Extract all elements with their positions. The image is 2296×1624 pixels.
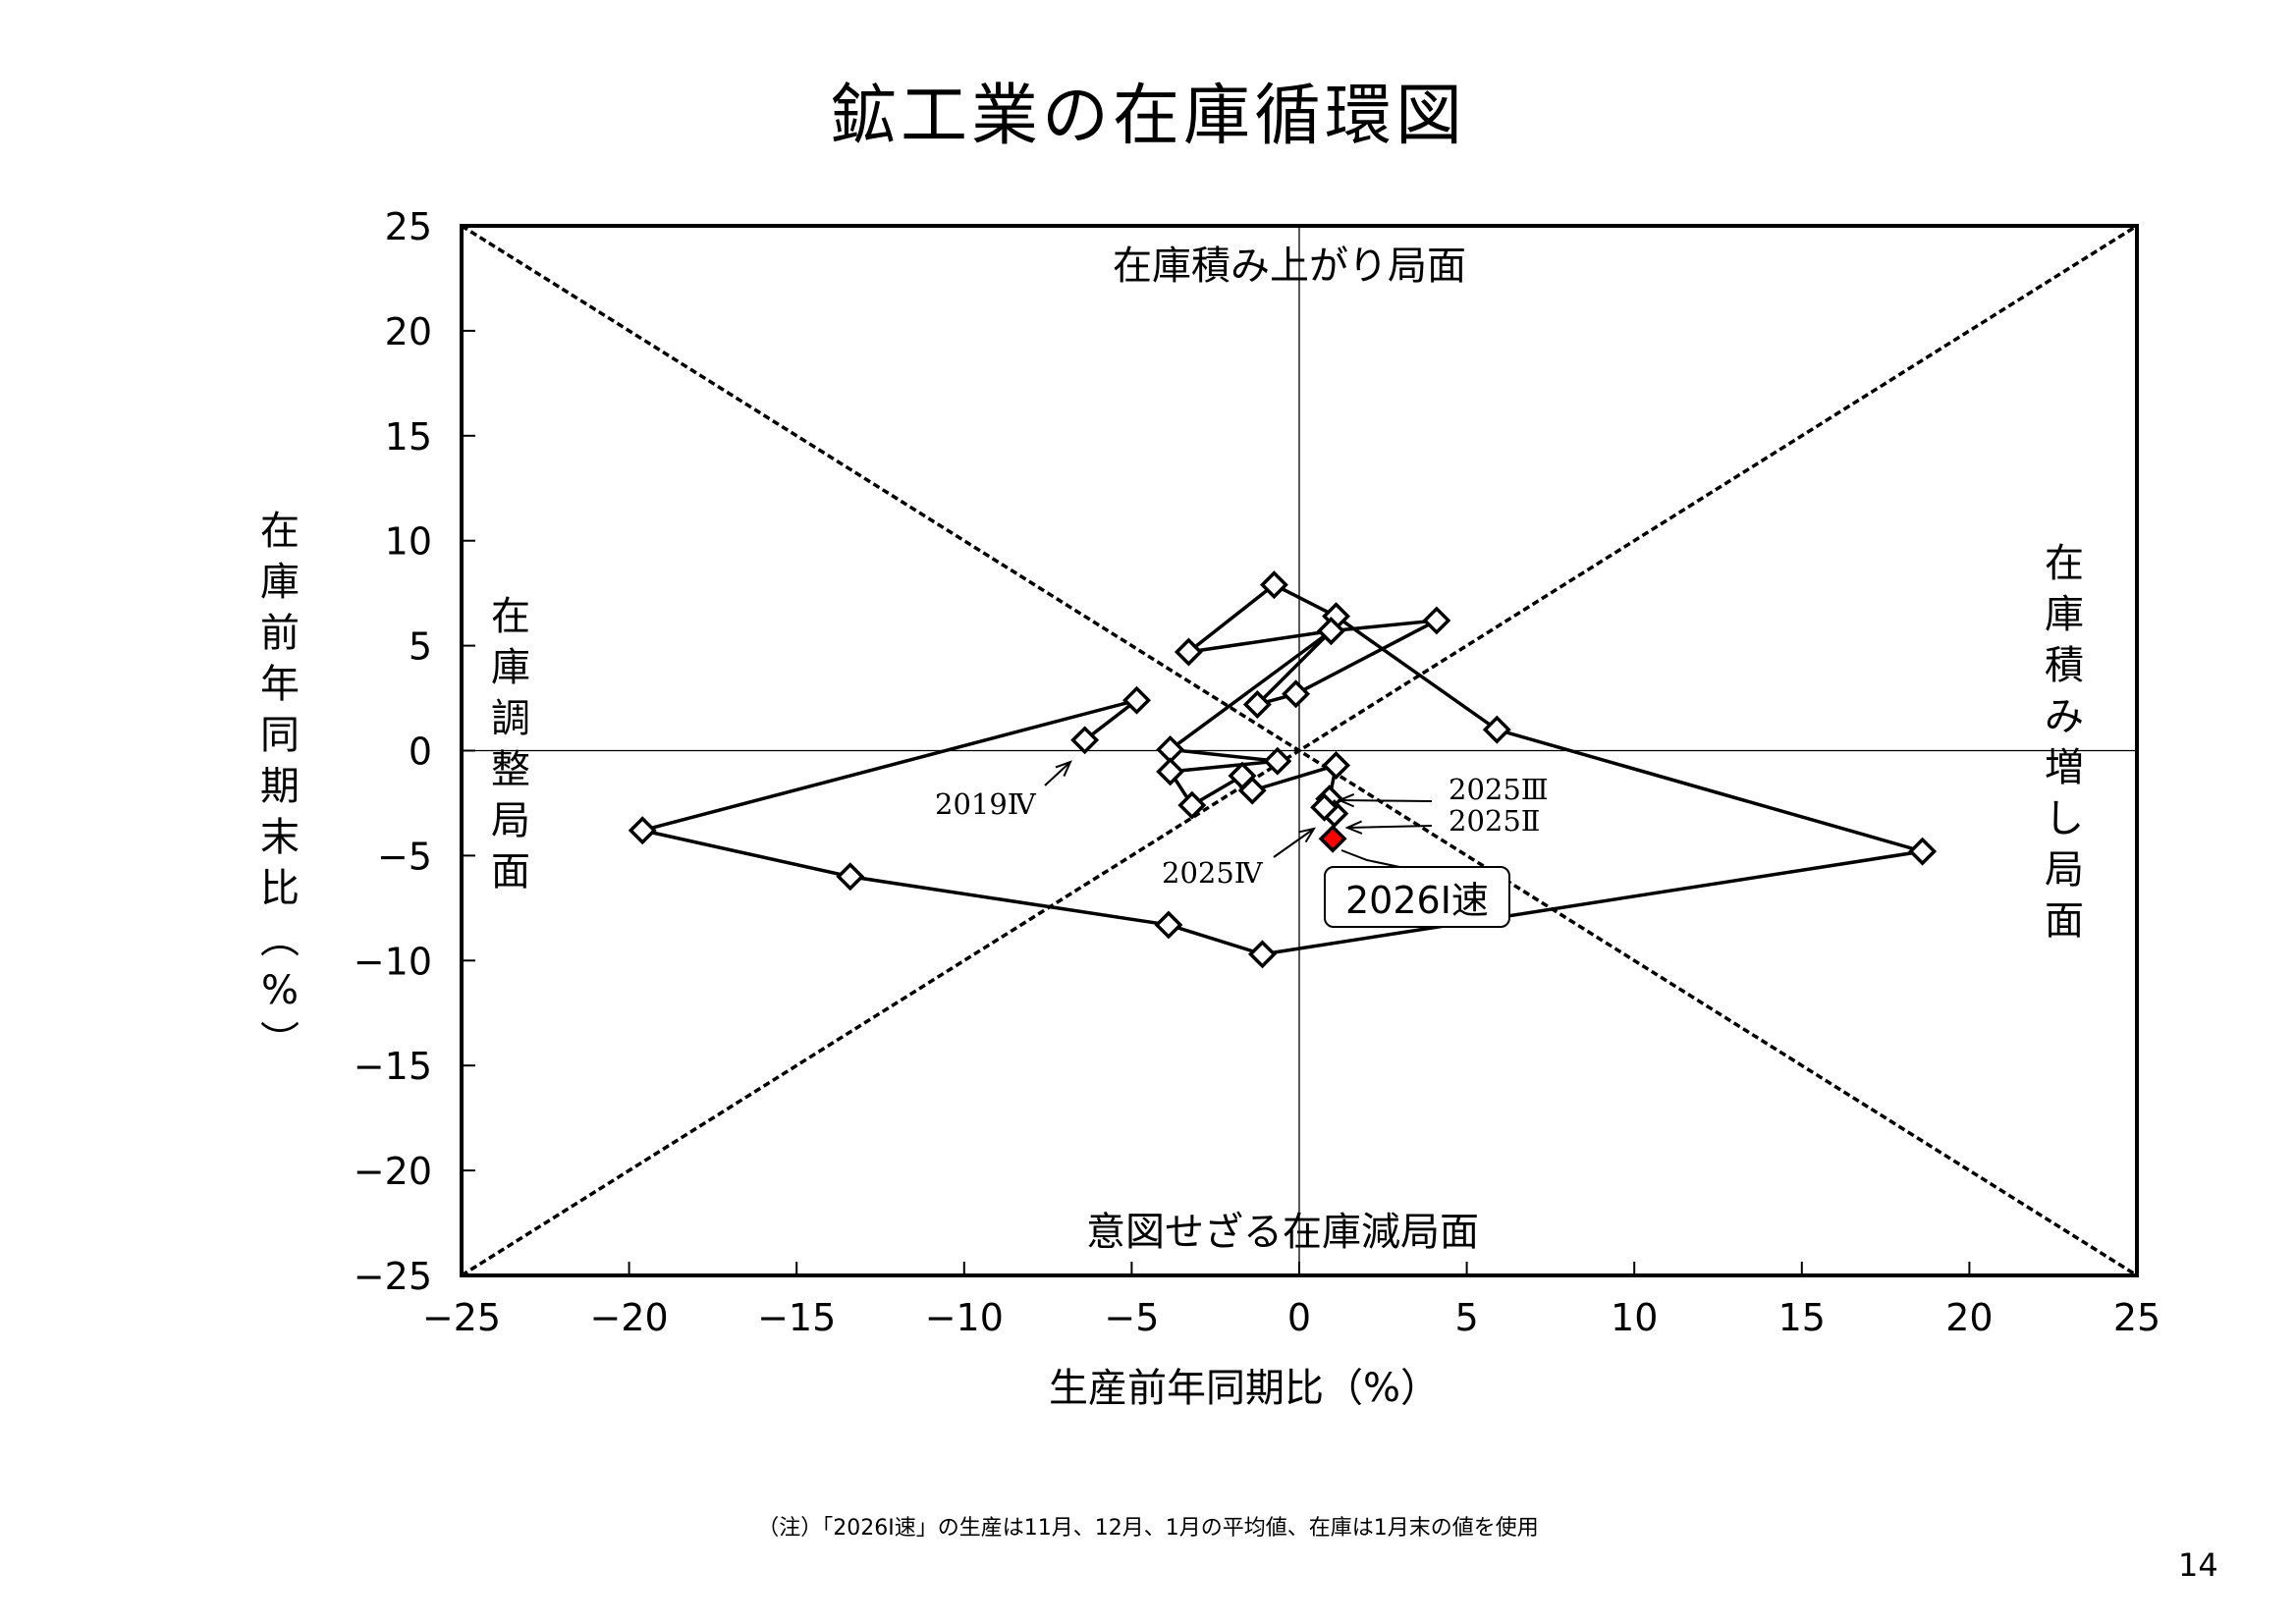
- label-2025-q2: 2025Ⅱ: [1449, 804, 1541, 838]
- page-title: 鉱工業の在庫循環図: [829, 78, 1466, 155]
- y-tick-label: 5: [409, 625, 432, 669]
- data-point-marker: [1310, 792, 1339, 822]
- x-tick-label: 0: [1287, 1296, 1311, 1339]
- x-tick-label: −15: [757, 1296, 836, 1339]
- arrow-2019-q4: [1044, 761, 1071, 786]
- y-tick-label: 25: [385, 205, 432, 248]
- quadrant-label-left: 在庫調整局面: [491, 594, 530, 894]
- x-tick-label: −25: [422, 1296, 501, 1339]
- callout-pointer: [1340, 849, 1405, 869]
- data-point-marker: [1263, 746, 1292, 776]
- y-tick-label: 0: [409, 731, 432, 774]
- x-tick-label: 10: [1611, 1296, 1658, 1339]
- y-tick-label: 10: [385, 520, 432, 564]
- arrow-2025-q4-head: [1298, 827, 1317, 843]
- y-tick-label: −20: [354, 1150, 432, 1193]
- quadrant-label-bottom: 意図せざる在庫減局面: [1086, 1210, 1479, 1255]
- arrow-2025-q2-head: [1344, 820, 1363, 835]
- highlight-point-marker: [1318, 824, 1347, 853]
- data-point-marker: [628, 816, 657, 845]
- data-point-marker: [1177, 790, 1207, 820]
- label-2025-q3: 2025Ⅲ: [1449, 773, 1549, 806]
- footnote: （注）「2026Ⅰ速」の生産は11月、12月、1月の平均値、在庫は1月末の値を使…: [757, 1516, 1539, 1541]
- data-point-marker: [1316, 617, 1345, 646]
- data-point-marker: [1122, 685, 1151, 715]
- data-series: [628, 570, 1938, 969]
- y-tick-label: −25: [354, 1255, 432, 1298]
- arrow-2025-q2: [1346, 825, 1433, 829]
- data-point-marker: [1422, 606, 1451, 635]
- quadrant-label-right: 在庫積み増し局面: [2045, 541, 2084, 944]
- arrow-2025-q3-head: [1337, 793, 1355, 808]
- quadrant-label-top: 在庫積み上がり局面: [1113, 244, 1466, 289]
- y-tick-label: −15: [354, 1045, 432, 1088]
- data-point-marker: [1174, 637, 1203, 667]
- x-tick-label: −10: [925, 1296, 1004, 1339]
- callout-2026-q1-prelim: 2026Ⅰ速: [1324, 866, 1510, 928]
- x-tick-label: −5: [1104, 1296, 1159, 1339]
- arrow-2025-q4: [1273, 828, 1315, 858]
- data-point-marker: [1070, 726, 1100, 755]
- y-tick-label: −5: [377, 835, 432, 878]
- data-point-marker: [836, 862, 865, 892]
- x-tick-label: 20: [1945, 1296, 1993, 1339]
- data-point-marker: [1322, 750, 1351, 780]
- label-2025-q4: 2025Ⅳ: [1162, 856, 1263, 890]
- axis-ticks: −25 −20 −15 −10 −5 0 5 10 15 20 25 −25 −20 −15 −10 −5 0 5…: [354, 205, 2160, 1339]
- x-tick-label: 5: [1455, 1296, 1479, 1339]
- data-point-marker: [1237, 776, 1267, 805]
- data-point-marker: [1156, 757, 1185, 786]
- x-tick-label: −20: [589, 1296, 668, 1339]
- data-point-marker: [1482, 715, 1511, 744]
- y-tick-label: 20: [385, 310, 432, 353]
- page-number: 14: [2178, 1546, 2218, 1584]
- label-2019-q4: 2019Ⅳ: [935, 787, 1036, 821]
- data-point-marker: [1242, 689, 1272, 719]
- data-point-marker: [1282, 679, 1311, 709]
- data-point-marker: [1259, 570, 1288, 600]
- y-tick-label: −10: [354, 940, 432, 983]
- data-point-marker: [1247, 940, 1277, 969]
- y-axis-title: 在庫前年同期末比 ︵% ︶: [260, 509, 300, 1064]
- reference-lines: [461, 224, 2138, 1277]
- data-point-marker: [1154, 910, 1183, 940]
- x-axis-title: 生産前年同期比（%）: [1049, 1366, 1441, 1411]
- y-tick-label: 15: [385, 415, 432, 459]
- data-point-marker: [1908, 837, 1938, 866]
- annotation-arrows: [1044, 760, 1433, 869]
- arrow-2025-q3: [1339, 799, 1433, 802]
- x-tick-label: 15: [1778, 1296, 1826, 1339]
- x-tick-label: 25: [2113, 1296, 2160, 1339]
- arrow-2019-q4-head: [1055, 760, 1072, 777]
